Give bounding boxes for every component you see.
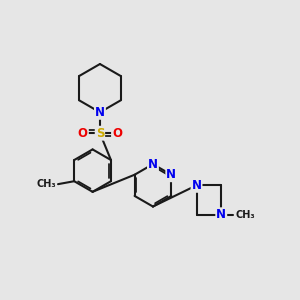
Text: O: O [78,127,88,140]
Text: N: N [191,179,202,192]
Text: CH₃: CH₃ [236,210,255,220]
Text: O: O [112,127,122,140]
Text: S: S [96,127,104,140]
Text: N: N [95,106,105,119]
Text: N: N [148,158,158,171]
Text: N: N [216,208,226,221]
Text: N: N [166,168,176,181]
Text: CH₃: CH₃ [36,179,56,189]
